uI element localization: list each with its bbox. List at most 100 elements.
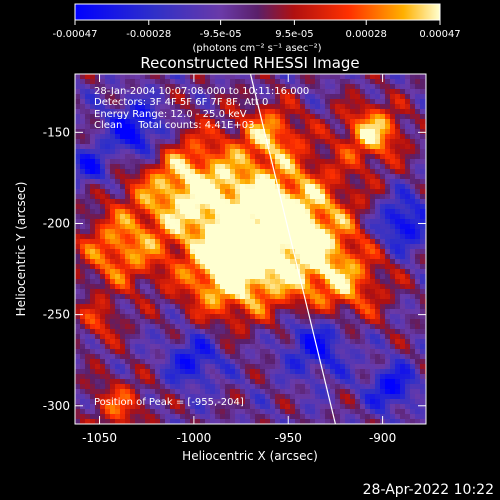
heatmap-cell [280,279,286,285]
heatmap-cell [330,299,336,305]
heatmap-cell [385,249,391,255]
heatmap-cell [250,419,256,424]
heatmap-cell [185,199,191,205]
heatmap-cell [220,124,226,130]
heatmap-cell [235,224,241,230]
heatmap-cell [210,314,216,320]
heatmap-cell [165,229,171,235]
heatmap-cell [340,419,346,424]
heatmap-cell [85,349,91,355]
heatmap-cell [320,164,326,170]
heatmap-cell [310,244,316,250]
heatmap-cell [145,244,151,250]
heatmap-cell [200,384,206,390]
heatmap-cell [230,304,236,310]
heatmap-cell [190,304,196,310]
heatmap-cell [375,169,381,175]
heatmap-cell [330,194,336,200]
heatmap-cell [200,244,206,250]
heatmap-cell [395,89,401,95]
heatmap-cell [155,289,161,295]
heatmap-cell [255,294,261,300]
heatmap-cell [95,94,101,100]
heatmap-cell [155,144,161,150]
heatmap-cell [225,289,231,295]
heatmap-cell [350,154,356,160]
heatmap-cell [410,174,416,180]
heatmap-cell [315,399,321,405]
heatmap-cell [260,179,266,185]
heatmap-cell [165,159,171,165]
heatmap-cell [130,309,136,315]
heatmap-cell [360,384,366,390]
heatmap-cell [410,229,416,235]
heatmap-cell [375,239,381,245]
heatmap-cell [240,164,246,170]
heatmap-cell [350,199,356,205]
heatmap-cell [200,374,206,380]
heatmap-cell [380,134,386,140]
heatmap-cell [185,254,191,260]
heatmap-cell [130,299,136,305]
heatmap-cell [125,404,131,410]
heatmap-cell [160,319,166,325]
heatmap-cell [165,359,171,365]
heatmap-cell [85,129,91,135]
heatmap-cell [100,314,106,320]
heatmap-cell [115,344,121,350]
heatmap-cell [240,149,246,155]
heatmap-cell [90,169,96,175]
heatmap-cell [205,409,211,415]
heatmap-cell [120,129,126,135]
heatmap-cell [265,174,271,180]
heatmap-cell [160,259,166,265]
heatmap-cell [290,289,296,295]
heatmap-cell [260,184,266,190]
heatmap-cell [275,169,281,175]
heatmap-cell [105,389,111,395]
heatmap-cell [310,369,316,375]
heatmap-cell [255,344,261,350]
heatmap-cell [215,249,221,255]
heatmap-cell [140,354,146,360]
heatmap-cell [190,379,196,385]
heatmap-cell [315,374,321,380]
heatmap-cell [245,389,251,395]
heatmap-cell [220,119,226,125]
heatmap-cell [280,359,286,365]
heatmap-cell [390,154,396,160]
heatmap-cell [200,294,206,300]
heatmap-cell [270,349,276,355]
heatmap-cell [325,109,331,115]
heatmap-cell [245,404,251,410]
heatmap-cell [215,164,221,170]
heatmap-cell [330,404,336,410]
heatmap-cell [185,124,191,130]
heatmap-cell [220,254,226,260]
heatmap-cell [195,204,201,210]
heatmap-cell [295,129,301,135]
heatmap-cell [105,179,111,185]
heatmap-cell [405,369,411,375]
heatmap-cell [235,384,241,390]
heatmap-cell [420,94,426,100]
heatmap-cell [260,234,266,240]
heatmap-cell [165,399,171,405]
heatmap-cell [405,209,411,215]
heatmap-cell [85,149,91,155]
heatmap-cell [295,199,301,205]
heatmap-cell [195,129,201,135]
heatmap-cell [150,289,156,295]
heatmap-cell [360,164,366,170]
heatmap-cell [390,209,396,215]
heatmap-cell [335,354,341,360]
heatmap-cell [315,419,321,424]
heatmap-cell [405,279,411,285]
heatmap-cell [395,324,401,330]
heatmap-cell [420,239,426,245]
heatmap-cell [75,159,81,165]
heatmap-cell [230,94,236,100]
heatmap-cell [230,124,236,130]
heatmap-cell [265,199,271,205]
heatmap-cell [270,274,276,280]
